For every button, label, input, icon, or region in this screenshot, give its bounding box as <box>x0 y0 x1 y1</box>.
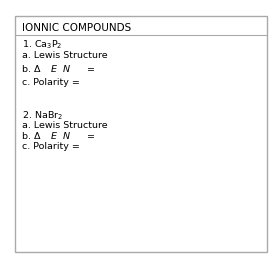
Text: 1. Ca$_{3}$P$_{2}$: 1. Ca$_{3}$P$_{2}$ <box>22 38 63 51</box>
Text: =: = <box>84 65 95 74</box>
Text: a. Lewis Structure: a. Lewis Structure <box>22 121 108 130</box>
Text: c. Polarity =: c. Polarity = <box>22 142 80 151</box>
Text: c. Polarity =: c. Polarity = <box>22 78 80 87</box>
Text: a. Lewis Structure: a. Lewis Structure <box>22 51 108 59</box>
FancyBboxPatch shape <box>15 16 267 252</box>
Text: IONNIC COMPOUNDS: IONNIC COMPOUNDS <box>22 23 132 32</box>
Text: E  N: E N <box>51 132 70 141</box>
Text: 2. NaBr$_{2}$: 2. NaBr$_{2}$ <box>22 109 64 122</box>
Text: =: = <box>84 132 95 141</box>
Text: E  N: E N <box>51 65 70 74</box>
Text: b. Δ: b. Δ <box>22 132 41 141</box>
Text: b. Δ: b. Δ <box>22 65 41 74</box>
